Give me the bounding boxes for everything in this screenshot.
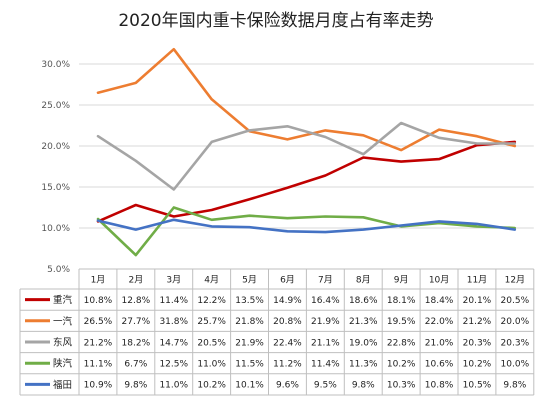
data-label: 9.8% bbox=[352, 381, 375, 391]
legend-label: 一汽 bbox=[53, 315, 73, 327]
x-tick-label: 12月 bbox=[505, 275, 525, 286]
data-label: 20.5% bbox=[501, 296, 530, 306]
data-label: 18.6% bbox=[349, 296, 378, 306]
data-label: 18.2% bbox=[122, 338, 151, 348]
data-label: 18.4% bbox=[425, 296, 454, 306]
legend-label: 福田 bbox=[53, 379, 72, 391]
series-line-福田 bbox=[96, 218, 517, 234]
data-label: 11.3% bbox=[349, 360, 378, 370]
data-label: 10.6% bbox=[425, 360, 454, 370]
data-label: 20.0% bbox=[501, 317, 530, 327]
data-label: 10.2% bbox=[197, 381, 226, 391]
data-label: 10.3% bbox=[387, 381, 416, 391]
data-label: 21.0% bbox=[425, 338, 454, 348]
data-label: 21.2% bbox=[84, 338, 113, 348]
data-label: 31.8% bbox=[159, 317, 188, 327]
data-label: 22.0% bbox=[425, 317, 454, 327]
legend-label: 重汽 bbox=[53, 294, 73, 306]
x-tick-label: 3月 bbox=[166, 275, 181, 286]
y-tick-label: 25.0% bbox=[41, 101, 70, 111]
data-label: 27.7% bbox=[122, 317, 151, 327]
data-label: 12.8% bbox=[122, 296, 151, 306]
series-line-一汽 bbox=[96, 47, 517, 152]
data-label: 16.4% bbox=[311, 296, 340, 306]
y-tick-label: 20.0% bbox=[41, 142, 70, 152]
x-tick-label: 4月 bbox=[204, 275, 219, 286]
data-label: 6.7% bbox=[124, 360, 147, 370]
data-label: 10.1% bbox=[235, 381, 264, 391]
data-label: 9.6% bbox=[276, 381, 299, 391]
data-label: 9.8% bbox=[124, 381, 147, 391]
data-label: 11.2% bbox=[273, 360, 302, 370]
data-label: 11.1% bbox=[84, 360, 113, 370]
data-label: 10.0% bbox=[501, 360, 530, 370]
data-label: 21.1% bbox=[311, 338, 340, 348]
data-label: 9.8% bbox=[503, 381, 526, 391]
x-tick-label: 7月 bbox=[318, 275, 333, 286]
data-label: 26.5% bbox=[84, 317, 113, 327]
x-tick-label: 10月 bbox=[429, 275, 449, 286]
data-label: 21.9% bbox=[235, 338, 264, 348]
data-label: 20.1% bbox=[463, 296, 492, 306]
data-label: 21.2% bbox=[463, 317, 492, 327]
x-tick-label: 5月 bbox=[242, 275, 257, 286]
y-tick-label: 5.0% bbox=[47, 265, 70, 275]
data-label: 18.1% bbox=[387, 296, 416, 306]
y-tick-label: 30.0% bbox=[41, 60, 70, 70]
data-label: 21.9% bbox=[311, 317, 340, 327]
data-label: 22.4% bbox=[273, 338, 302, 348]
legend-label: 东风 bbox=[53, 337, 73, 349]
data-label: 11.5% bbox=[235, 360, 264, 370]
data-label: 10.2% bbox=[387, 360, 416, 370]
series-line-东风 bbox=[96, 121, 517, 191]
data-label: 19.0% bbox=[349, 338, 378, 348]
data-label: 10.8% bbox=[425, 381, 454, 391]
x-tick-label: 11月 bbox=[467, 275, 487, 286]
x-tick-label: 9月 bbox=[394, 275, 409, 286]
data-label: 21.3% bbox=[349, 317, 378, 327]
data-label: 14.9% bbox=[273, 296, 302, 306]
legend-label: 陕汽 bbox=[53, 358, 73, 370]
data-label: 20.3% bbox=[501, 338, 530, 348]
data-label: 11.4% bbox=[159, 296, 188, 306]
data-label: 20.8% bbox=[273, 317, 302, 327]
data-label: 22.8% bbox=[387, 338, 416, 348]
x-tick-label: 2月 bbox=[128, 275, 143, 286]
x-tick-label: 6月 bbox=[280, 275, 295, 286]
data-label: 10.9% bbox=[84, 381, 113, 391]
data-label: 12.2% bbox=[197, 296, 226, 306]
data-label: 12.5% bbox=[159, 360, 188, 370]
data-label: 13.5% bbox=[235, 296, 264, 306]
data-label: 21.8% bbox=[235, 317, 264, 327]
data-label: 19.5% bbox=[387, 317, 416, 327]
x-tick-label: 8月 bbox=[356, 275, 371, 286]
data-label: 9.5% bbox=[314, 381, 337, 391]
data-label: 10.5% bbox=[463, 381, 492, 391]
data-label: 25.7% bbox=[197, 317, 226, 327]
series-line-陕汽 bbox=[96, 206, 517, 257]
data-label: 10.2% bbox=[463, 360, 492, 370]
y-tick-label: 10.0% bbox=[41, 224, 70, 234]
data-label: 11.4% bbox=[311, 360, 340, 370]
data-label: 20.3% bbox=[463, 338, 492, 348]
data-label: 10.8% bbox=[84, 296, 113, 306]
chart-title: 2020年国内重卡保险数据月度占有率走势 bbox=[118, 11, 434, 31]
series-line-重汽 bbox=[96, 140, 517, 223]
data-label: 11.0% bbox=[159, 381, 188, 391]
y-tick-label: 15.0% bbox=[41, 183, 70, 193]
data-label: 14.7% bbox=[159, 338, 188, 348]
data-label: 11.0% bbox=[197, 360, 226, 370]
x-tick-label: 1月 bbox=[91, 275, 106, 286]
data-label: 20.5% bbox=[197, 338, 226, 348]
